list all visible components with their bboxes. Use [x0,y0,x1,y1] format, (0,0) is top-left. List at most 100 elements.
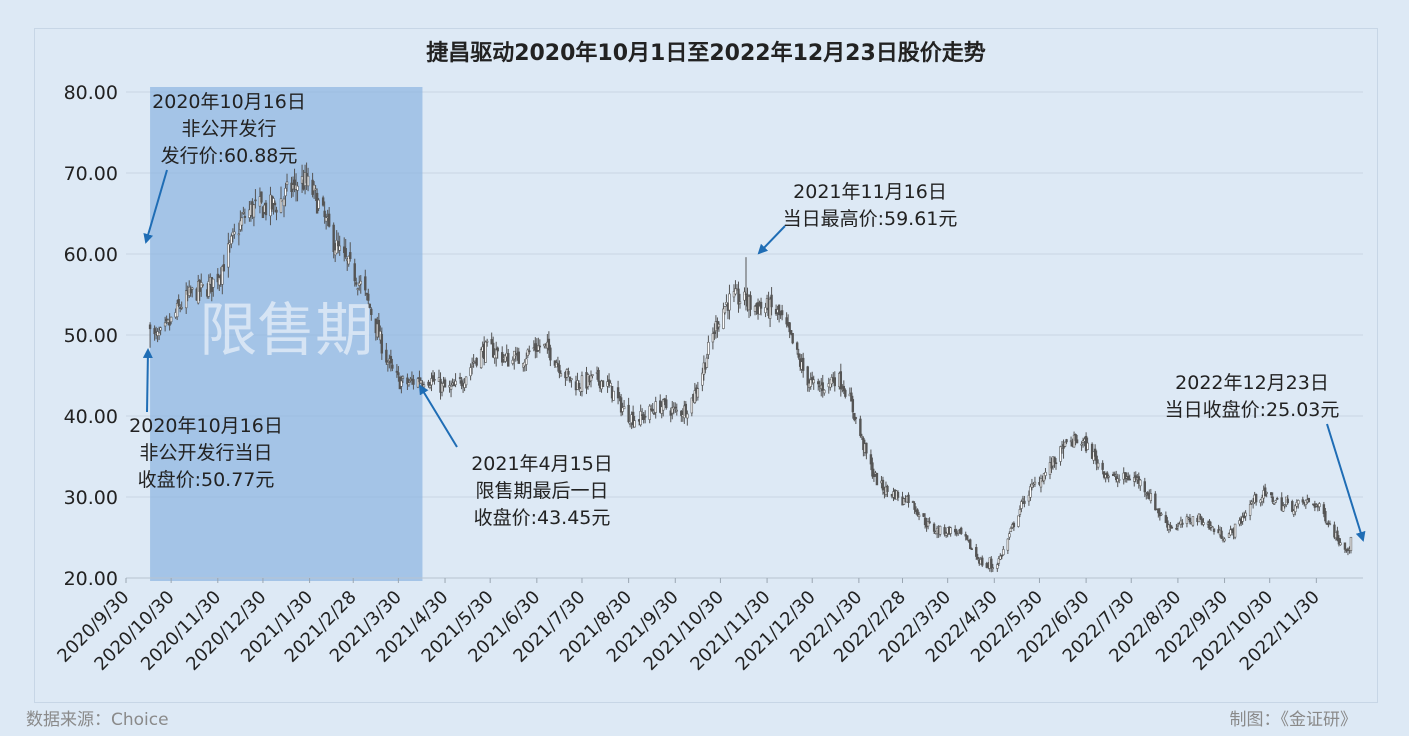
y-tick-label: 20.00 [64,568,118,590]
candle-body [1202,522,1205,525]
candle-body [717,323,721,328]
candle-body [969,539,972,550]
candle-body [1208,520,1211,530]
candle-body [628,423,632,425]
candle-body [953,528,957,533]
candle-body [472,361,475,364]
candle-body [1282,505,1285,512]
candle-body [1074,433,1077,441]
candle-body [242,212,245,214]
candle-body [1209,525,1213,528]
candle-body [1265,492,1268,494]
candle-body [842,385,846,392]
candle-body [525,358,528,365]
candle-body [631,411,635,426]
candle-body [1009,528,1013,532]
candle-body [597,369,600,382]
candle-body [1254,494,1258,503]
candle-body [795,342,799,350]
candle-body [1048,462,1052,475]
candle-body [916,509,919,516]
candle-body [886,485,889,492]
candle-body [701,372,704,386]
y-tick-label: 70.00 [64,163,118,185]
candle-body [1343,542,1347,550]
candle-body [458,377,462,379]
candle-body [317,199,320,209]
candle-body [764,307,767,314]
candle-body [368,303,371,308]
candle-body [260,191,263,203]
candle-body [1063,441,1067,447]
candle-body [282,198,286,207]
candle-body [1169,524,1172,528]
candle-body [1260,497,1264,502]
candle-body [418,377,421,383]
candle-body [896,492,900,498]
x-axis: 2020/9/302020/10/302020/11/302020/12/302… [53,577,1363,675]
candle-body [806,366,809,386]
candle-body [230,235,233,244]
candle-body [1318,503,1321,508]
candle-body [801,357,805,371]
candle-body [1274,500,1277,503]
candle-body [938,525,942,535]
candle-body [419,380,423,384]
annotation-text: 2021年4月15日 [471,453,613,475]
candle-body [872,474,876,478]
candle-body [1175,527,1178,530]
candle-body [811,377,814,381]
candle-body [221,266,224,285]
candle-body [159,327,162,331]
candle-body [296,185,299,191]
candle-body [823,389,826,394]
candle-body [648,405,651,420]
candle-body [1233,523,1237,538]
candle-body [377,319,381,338]
candle-body [332,224,335,253]
candle-body [1017,515,1020,527]
candle-body [1160,513,1163,516]
candle-body [272,198,275,204]
candle-body [949,527,952,534]
credit-note: 制图：《金证研》 [1229,710,1358,730]
candle-body [928,521,931,524]
candle-body [556,363,560,365]
candle-body [1230,528,1234,531]
candle-body [1248,504,1252,516]
candle-body [1149,493,1153,501]
candle-body [1095,455,1098,465]
y-tick-label: 80.00 [64,82,118,104]
candle-body [1128,478,1131,481]
candle-body [1241,516,1244,522]
candle-body [201,284,204,286]
candle-body [911,501,915,503]
candle-body [693,390,697,403]
candle-body [514,354,517,357]
candle-body [1297,500,1300,505]
candle-body [349,252,352,260]
candle-body [966,535,969,540]
candle-body [1039,477,1043,488]
candle-body [1304,500,1308,505]
candle-body [1291,501,1294,512]
candle-body [1223,538,1226,542]
candle-body [821,382,824,391]
candle-body [960,527,963,534]
candle-body [1002,549,1005,556]
candle-body [1090,443,1094,459]
candle-body [671,407,674,414]
candle-body [618,395,621,398]
candle-body [601,380,605,388]
candle-body [504,355,507,362]
annotation-text: 2021年11月16日 [793,181,947,203]
candle-body [1157,508,1160,514]
annotation-text: 收盘价:43.45元 [474,507,611,529]
candle-body [184,290,188,309]
candle-body [1200,518,1204,525]
candle-body [218,277,221,286]
candle-body [547,338,551,351]
candle-body [1191,516,1195,526]
candle-body [1006,538,1010,551]
annotation-text: 2022年12月23日 [1175,372,1329,394]
